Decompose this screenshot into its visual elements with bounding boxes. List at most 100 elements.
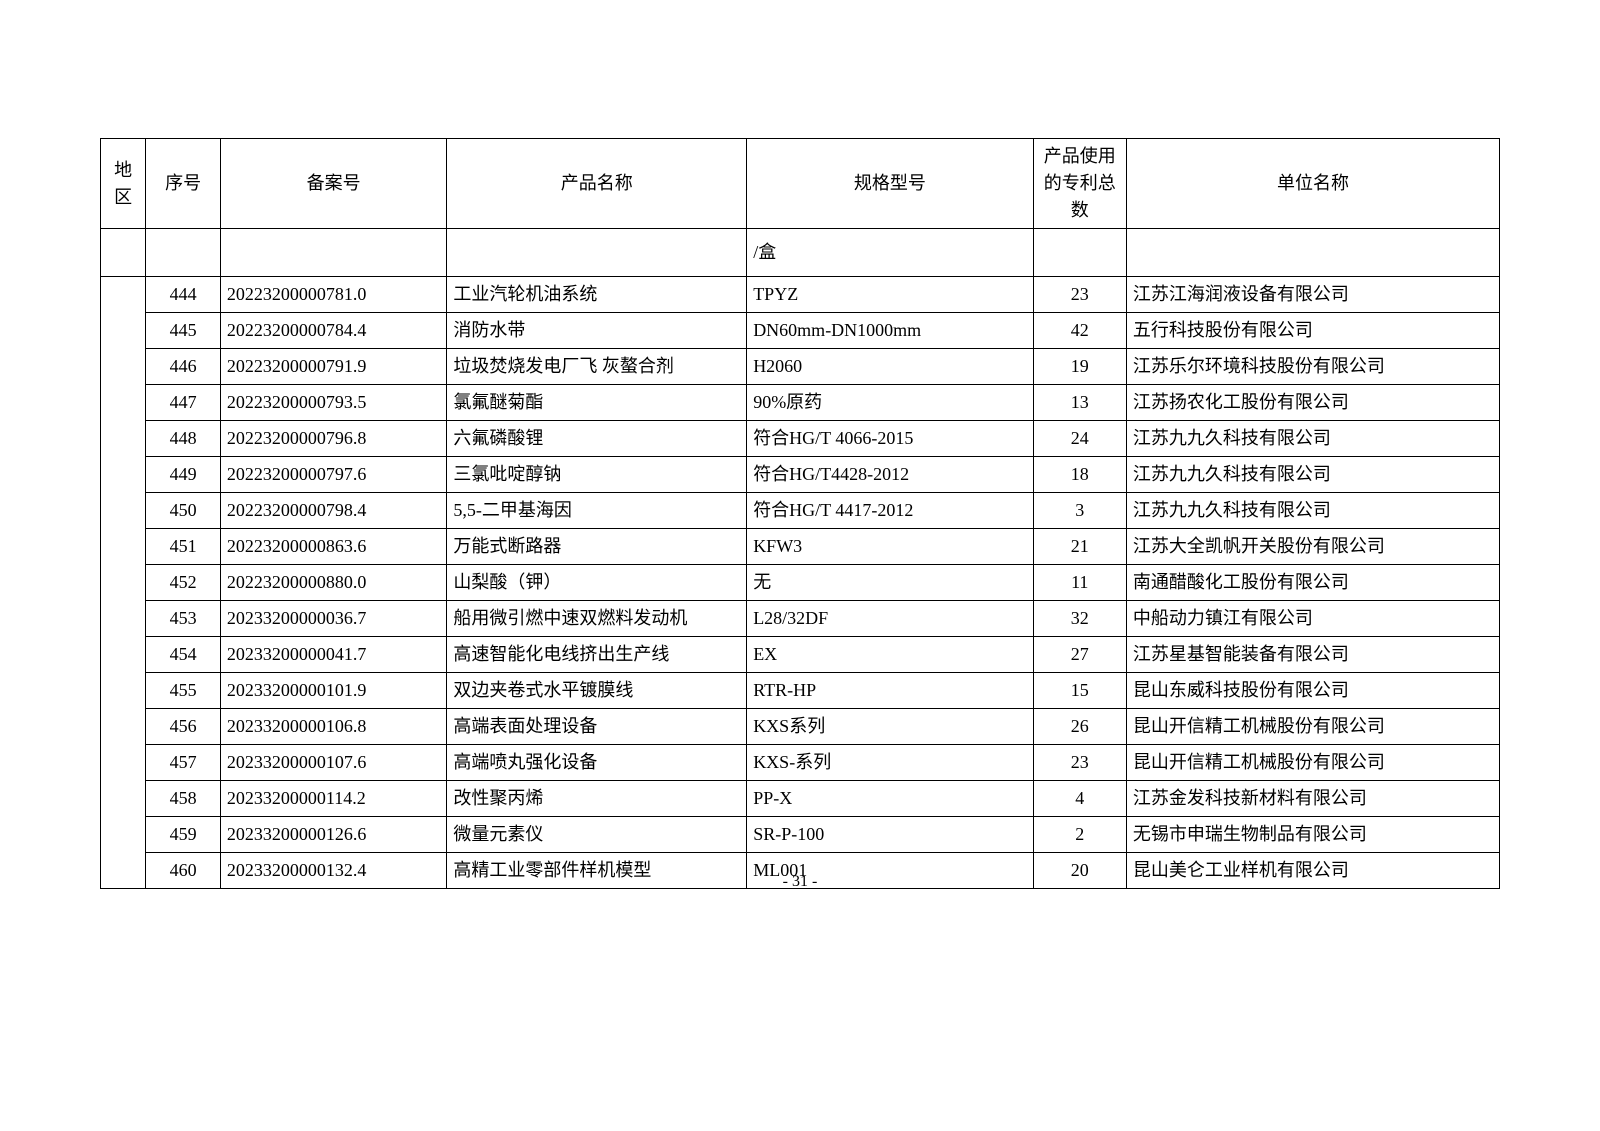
cell-patents: 4 xyxy=(1033,781,1126,817)
cell-product: 三氯吡啶醇钠 xyxy=(447,457,747,493)
table-row: 458 20233200000114.2 改性聚丙烯 PP-X 4 江苏金发科技… xyxy=(101,781,1500,817)
cell-patents xyxy=(1033,229,1126,277)
cell-filing: 20233200000106.8 xyxy=(220,709,447,745)
cell-spec: 90%原药 xyxy=(747,385,1033,421)
cell-seq: 447 xyxy=(146,385,221,421)
cell-patents: 27 xyxy=(1033,637,1126,673)
cell-unit: 南通醋酸化工股份有限公司 xyxy=(1126,565,1499,601)
cell-patents: 3 xyxy=(1033,493,1126,529)
cell-filing xyxy=(220,229,447,277)
cell-unit: 五行科技股份有限公司 xyxy=(1126,313,1499,349)
cell-seq: 444 xyxy=(146,277,221,313)
table-row: /盒 xyxy=(101,229,1500,277)
cell-spec: 无 xyxy=(747,565,1033,601)
table-row: 449 20223200000797.6 三氯吡啶醇钠 符合HG/T4428-2… xyxy=(101,457,1500,493)
cell-spec: 符合HG/T 4417-2012 xyxy=(747,493,1033,529)
cell-patents: 23 xyxy=(1033,745,1126,781)
cell-product: 万能式断路器 xyxy=(447,529,747,565)
cell-seq: 456 xyxy=(146,709,221,745)
cell-spec: KFW3 xyxy=(747,529,1033,565)
table-header-row: 地区 序号 备案号 产品名称 规格型号 产品使用的专利总数 单位名称 xyxy=(101,139,1500,229)
table-row: 459 20233200000126.6 微量元素仪 SR-P-100 2 无锡… xyxy=(101,817,1500,853)
cell-filing: 20223200000796.8 xyxy=(220,421,447,457)
cell-seq: 457 xyxy=(146,745,221,781)
cell-product: 氯氟醚菊酯 xyxy=(447,385,747,421)
cell-unit: 江苏扬农化工股份有限公司 xyxy=(1126,385,1499,421)
cell-product: 微量元素仪 xyxy=(447,817,747,853)
table-row: 446 20223200000791.9 垃圾焚烧发电厂飞 灰螯合剂 H2060… xyxy=(101,349,1500,385)
cell-seq: 448 xyxy=(146,421,221,457)
cell-product: 垃圾焚烧发电厂飞 灰螯合剂 xyxy=(447,349,747,385)
cell-product: 5,5-二甲基海因 xyxy=(447,493,747,529)
cell-unit: 中船动力镇江有限公司 xyxy=(1126,601,1499,637)
cell-product: 工业汽轮机油系统 xyxy=(447,277,747,313)
cell-product: 双边夹卷式水平镀膜线 xyxy=(447,673,747,709)
cell-patents: 42 xyxy=(1033,313,1126,349)
cell-filing: 20233200000101.9 xyxy=(220,673,447,709)
cell-unit: 江苏乐尔环境科技股份有限公司 xyxy=(1126,349,1499,385)
cell-patents: 18 xyxy=(1033,457,1126,493)
cell-product: 船用微引燃中速双燃料发动机 xyxy=(447,601,747,637)
cell-patents: 32 xyxy=(1033,601,1126,637)
cell-spec: EX xyxy=(747,637,1033,673)
cell-spec: DN60mm-DN1000mm xyxy=(747,313,1033,349)
cell-product: 高端表面处理设备 xyxy=(447,709,747,745)
table-row: 445 20223200000784.4 消防水带 DN60mm-DN1000m… xyxy=(101,313,1500,349)
cell-unit xyxy=(1126,229,1499,277)
cell-spec: TPYZ xyxy=(747,277,1033,313)
table-row: 447 20223200000793.5 氯氟醚菊酯 90%原药 13 江苏扬农… xyxy=(101,385,1500,421)
table-row: 454 20233200000041.7 高速智能化电线挤出生产线 EX 27 … xyxy=(101,637,1500,673)
table-row: 456 20233200000106.8 高端表面处理设备 KXS系列 26 昆… xyxy=(101,709,1500,745)
cell-filing: 20223200000798.4 xyxy=(220,493,447,529)
cell-filing: 20233200000107.6 xyxy=(220,745,447,781)
cell-region xyxy=(101,229,146,277)
cell-seq: 458 xyxy=(146,781,221,817)
header-region: 地区 xyxy=(101,139,146,229)
table-row: 453 20233200000036.7 船用微引燃中速双燃料发动机 L28/3… xyxy=(101,601,1500,637)
cell-spec: SR-P-100 xyxy=(747,817,1033,853)
cell-product: 六氟磷酸锂 xyxy=(447,421,747,457)
cell-filing: 20223200000880.0 xyxy=(220,565,447,601)
cell-seq: 450 xyxy=(146,493,221,529)
cell-seq: 446 xyxy=(146,349,221,385)
data-table: 地区 序号 备案号 产品名称 规格型号 产品使用的专利总数 单位名称 /盒 xyxy=(100,138,1500,889)
table-row: 457 20233200000107.6 高端喷丸强化设备 KXS-系列 23 … xyxy=(101,745,1500,781)
header-filing: 备案号 xyxy=(220,139,447,229)
cell-patents: 21 xyxy=(1033,529,1126,565)
cell-seq: 455 xyxy=(146,673,221,709)
cell-unit: 昆山开信精工机械股份有限公司 xyxy=(1126,709,1499,745)
header-patents: 产品使用的专利总数 xyxy=(1033,139,1126,229)
cell-spec: H2060 xyxy=(747,349,1033,385)
cell-seq xyxy=(146,229,221,277)
table-row: 451 20223200000863.6 万能式断路器 KFW3 21 江苏大全… xyxy=(101,529,1500,565)
cell-product: 高速智能化电线挤出生产线 xyxy=(447,637,747,673)
cell-unit: 江苏金发科技新材料有限公司 xyxy=(1126,781,1499,817)
cell-filing: 20223200000793.5 xyxy=(220,385,447,421)
table-row: 455 20233200000101.9 双边夹卷式水平镀膜线 RTR-HP 1… xyxy=(101,673,1500,709)
cell-region-merged xyxy=(101,277,146,889)
table-row: 450 20223200000798.4 5,5-二甲基海因 符合HG/T 44… xyxy=(101,493,1500,529)
cell-unit: 江苏星基智能装备有限公司 xyxy=(1126,637,1499,673)
cell-patents: 19 xyxy=(1033,349,1126,385)
document-page: 地区 序号 备案号 产品名称 规格型号 产品使用的专利总数 单位名称 /盒 xyxy=(0,0,1600,949)
cell-filing: 20233200000041.7 xyxy=(220,637,447,673)
header-spec: 规格型号 xyxy=(747,139,1033,229)
header-seq: 序号 xyxy=(146,139,221,229)
cell-spec: KXS系列 xyxy=(747,709,1033,745)
cell-spec: 符合HG/T4428-2012 xyxy=(747,457,1033,493)
cell-patents: 24 xyxy=(1033,421,1126,457)
cell-filing: 20223200000781.0 xyxy=(220,277,447,313)
cell-patents: 23 xyxy=(1033,277,1126,313)
cell-filing: 20223200000784.4 xyxy=(220,313,447,349)
table-row: 448 20223200000796.8 六氟磷酸锂 符合HG/T 4066-2… xyxy=(101,421,1500,457)
cell-spec: /盒 xyxy=(747,229,1033,277)
cell-patents: 15 xyxy=(1033,673,1126,709)
cell-seq: 454 xyxy=(146,637,221,673)
cell-spec: KXS-系列 xyxy=(747,745,1033,781)
cell-spec: 符合HG/T 4066-2015 xyxy=(747,421,1033,457)
cell-patents: 2 xyxy=(1033,817,1126,853)
cell-seq: 451 xyxy=(146,529,221,565)
cell-seq: 459 xyxy=(146,817,221,853)
cell-product: 山梨酸（钾） xyxy=(447,565,747,601)
cell-unit: 江苏九九久科技有限公司 xyxy=(1126,457,1499,493)
